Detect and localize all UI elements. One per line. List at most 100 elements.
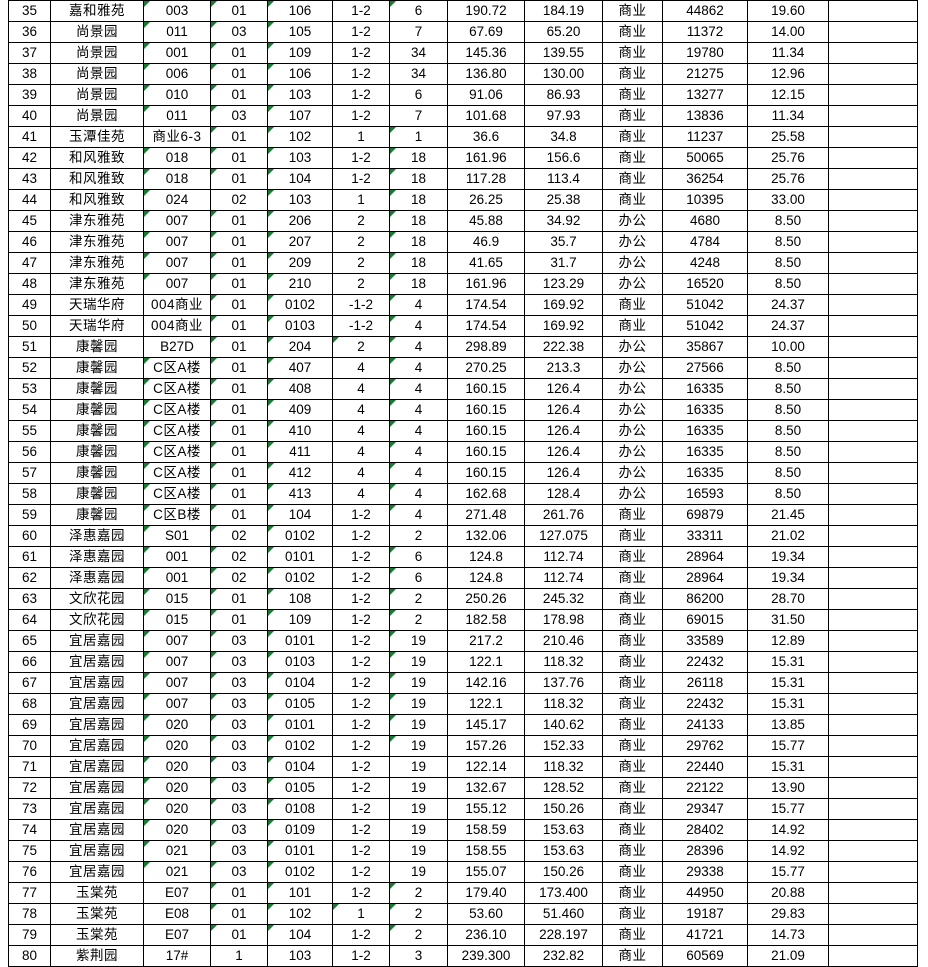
cell-usage[interactable]: 商业 (602, 609, 663, 631)
cell-price_total[interactable]: 4248 (662, 252, 748, 274)
cell-floor[interactable]: 1-2 (332, 147, 390, 169)
cell-price_total[interactable]: 10395 (662, 189, 748, 211)
cell-floor[interactable]: 1-2 (332, 861, 390, 883)
cell-price_total[interactable]: 29347 (662, 798, 748, 820)
cell-building[interactable]: C区A楼 (143, 441, 211, 463)
cell-floor[interactable]: 1-2 (332, 840, 390, 862)
cell-unit_price[interactable]: 14.73 (747, 924, 829, 946)
cell-area_inner[interactable]: 140.62 (524, 714, 603, 736)
cell-unit[interactable]: 01 (210, 294, 268, 316)
cell-room[interactable]: 0102 (267, 861, 333, 883)
cell-price_total[interactable]: 36254 (662, 168, 748, 190)
cell-project[interactable]: 宜居嘉园 (50, 861, 144, 883)
cell-unit[interactable]: 03 (210, 777, 268, 799)
cell-usage[interactable]: 办公 (602, 399, 663, 421)
cell-unit_price[interactable]: 10.00 (747, 336, 829, 358)
table-row[interactable]: 62 泽惠嘉园 001 02 0102 1-2 6 124.8 112.74 商业 28964 19.… (8, 567, 918, 589)
cell-usage[interactable]: 办公 (602, 231, 663, 253)
table-row[interactable]: 51 康馨园 B27D 01 204 2 4 298.89 222.38 办公 35867 10.00 (8, 336, 918, 358)
cell-building[interactable]: 024 (143, 189, 211, 211)
cell-price_total[interactable]: 24133 (662, 714, 748, 736)
cell-room[interactable]: 0103 (267, 651, 333, 673)
cell-area_inner[interactable]: 127.075 (524, 525, 603, 547)
cell-unit_price[interactable]: 8.50 (747, 462, 829, 484)
property-listing-table[interactable]: 35 嘉和雅苑 003 01 106 1-2 6 190.72 184.19 商业 44862 19.… (8, 0, 918, 967)
cell-seq[interactable]: 65 (8, 630, 51, 652)
cell-price_total[interactable]: 51042 (662, 294, 748, 316)
cell-usage[interactable]: 商业 (602, 819, 663, 841)
cell-building[interactable]: 015 (143, 609, 211, 631)
cell-code[interactable]: 2 (389, 525, 448, 547)
cell-project[interactable]: 玉棠苑 (50, 903, 144, 925)
cell-usage[interactable]: 商业 (602, 546, 663, 568)
cell-area_inner[interactable]: 153.63 (524, 840, 603, 862)
cell-project[interactable]: 宜居嘉园 (50, 756, 144, 778)
cell-building[interactable]: 商业6-3 (143, 126, 211, 148)
cell-project[interactable]: 和风雅致 (50, 189, 144, 211)
cell-remark[interactable] (828, 273, 918, 295)
cell-price_total[interactable]: 22122 (662, 777, 748, 799)
cell-usage[interactable]: 商业 (602, 840, 663, 862)
cell-area_inner[interactable]: 86.93 (524, 84, 603, 106)
cell-building[interactable]: 007 (143, 651, 211, 673)
cell-remark[interactable] (828, 21, 918, 43)
table-row[interactable]: 50 天瑞华府 004商业 01 0103 -1-2 4 174.54 169.92 商业 5104… (8, 315, 918, 337)
table-row[interactable]: 44 和风雅致 024 02 103 1 18 26.25 25.38 商业 10395 33.00 (8, 189, 918, 211)
cell-usage[interactable]: 商业 (602, 189, 663, 211)
cell-seq[interactable]: 46 (8, 231, 51, 253)
cell-seq[interactable]: 37 (8, 42, 51, 64)
cell-price_total[interactable]: 33589 (662, 630, 748, 652)
cell-room[interactable]: 0105 (267, 693, 333, 715)
cell-room[interactable]: 103 (267, 147, 333, 169)
cell-building[interactable]: 003 (143, 0, 211, 22)
cell-unit[interactable]: 03 (210, 714, 268, 736)
cell-remark[interactable] (828, 231, 918, 253)
cell-floor[interactable]: 4 (332, 399, 390, 421)
cell-project[interactable]: 尚景园 (50, 21, 144, 43)
cell-code[interactable]: 4 (389, 420, 448, 442)
cell-building[interactable]: 007 (143, 231, 211, 253)
cell-area_inner[interactable]: 228.197 (524, 924, 603, 946)
table-row[interactable]: 67 宜居嘉园 007 03 0104 1-2 19 142.16 137.76 商业 26118 1… (8, 672, 918, 694)
cell-room[interactable]: 412 (267, 462, 333, 484)
cell-floor[interactable]: 1-2 (332, 777, 390, 799)
cell-unit[interactable]: 03 (210, 651, 268, 673)
cell-building[interactable]: 004商业 (143, 315, 211, 337)
cell-seq[interactable]: 62 (8, 567, 51, 589)
cell-area_inner[interactable]: 137.76 (524, 672, 603, 694)
cell-project[interactable]: 宜居嘉园 (50, 672, 144, 694)
cell-floor[interactable]: 2 (332, 252, 390, 274)
cell-floor[interactable]: 1-2 (332, 0, 390, 22)
cell-area_inner[interactable]: 97.93 (524, 105, 603, 127)
cell-project[interactable]: 康馨园 (50, 504, 144, 526)
cell-area_build[interactable]: 122.1 (447, 651, 525, 673)
cell-code[interactable]: 2 (389, 609, 448, 631)
cell-floor[interactable]: 1-2 (332, 168, 390, 190)
cell-unit[interactable]: 01 (210, 210, 268, 232)
cell-unit_price[interactable]: 33.00 (747, 189, 829, 211)
cell-unit[interactable]: 01 (210, 63, 268, 85)
cell-seq[interactable]: 57 (8, 462, 51, 484)
cell-floor[interactable]: 1-2 (332, 630, 390, 652)
cell-usage[interactable]: 商业 (602, 567, 663, 589)
cell-building[interactable]: 007 (143, 672, 211, 694)
cell-room[interactable]: 104 (267, 168, 333, 190)
cell-usage[interactable]: 办公 (602, 336, 663, 358)
cell-unit[interactable]: 02 (210, 546, 268, 568)
cell-usage[interactable]: 商业 (602, 315, 663, 337)
cell-unit_price[interactable]: 12.15 (747, 84, 829, 106)
cell-remark[interactable] (828, 861, 918, 883)
cell-unit[interactable]: 01 (210, 252, 268, 274)
cell-unit_price[interactable]: 15.31 (747, 672, 829, 694)
cell-usage[interactable]: 办公 (602, 420, 663, 442)
cell-remark[interactable] (828, 609, 918, 631)
cell-code[interactable]: 18 (389, 210, 448, 232)
cell-remark[interactable] (828, 693, 918, 715)
cell-unit_price[interactable]: 24.37 (747, 294, 829, 316)
cell-room[interactable]: 104 (267, 504, 333, 526)
cell-seq[interactable]: 54 (8, 399, 51, 421)
cell-price_total[interactable]: 35867 (662, 336, 748, 358)
cell-room[interactable]: 411 (267, 441, 333, 463)
cell-seq[interactable]: 47 (8, 252, 51, 274)
cell-unit_price[interactable]: 19.60 (747, 0, 829, 22)
